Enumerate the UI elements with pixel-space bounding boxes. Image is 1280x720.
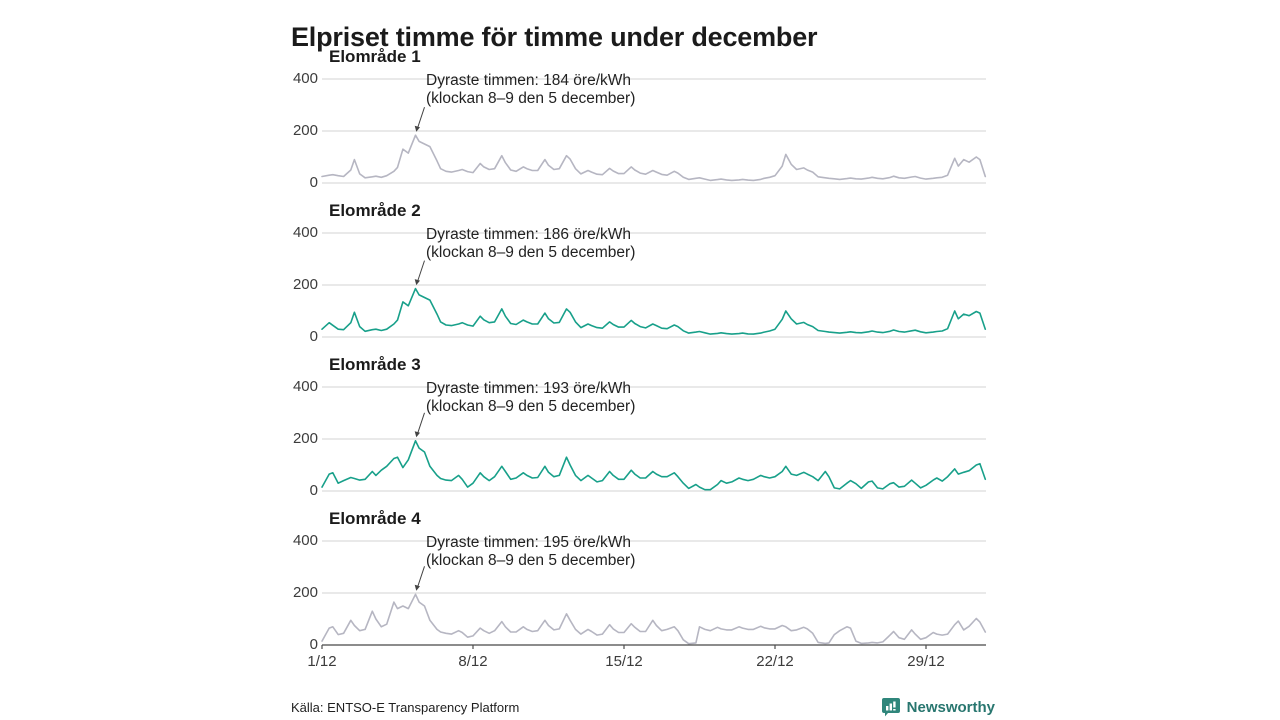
- y-tick-label: 0: [309, 174, 318, 191]
- annotation-line2: (klockan 8–9 den 5 december): [426, 244, 636, 261]
- chart-title: Elområde 4: [329, 509, 421, 528]
- annotation-line1: Dyraste timmen: 184 öre/kWh: [426, 72, 632, 89]
- annotation-line2: (klockan 8–9 den 5 december): [426, 552, 636, 569]
- y-axis-labels: 400 200 0: [281, 378, 322, 499]
- chart-title: Elområde 3: [329, 355, 421, 374]
- y-axis-labels: 400 200 0: [281, 532, 322, 653]
- source-credit: Källa: ENTSO-E Transparency Platform: [291, 699, 520, 715]
- y-tick-label: 0: [309, 636, 318, 653]
- chart-title: Elområde 1: [329, 47, 421, 66]
- line-chart-plot: Dyraste timmen: 193 öre/kWh (klockan 8–9…: [321, 379, 987, 495]
- y-tick-label: 200: [292, 584, 318, 601]
- y-tick-label: 400: [292, 224, 318, 241]
- small-multiples-charts: Elområde 1 400 200 0 Dyraste timmen: 184…: [281, 46, 991, 686]
- peak-annotation: Dyraste timmen: 195 öre/kWh (klockan 8–9…: [426, 534, 635, 570]
- annotation-line2: (klockan 8–9 den 5 december): [426, 398, 636, 415]
- brand-name: Newsworthy: [906, 698, 995, 716]
- line-chart-svg: [321, 386, 987, 492]
- y-tick-label: 0: [309, 328, 318, 345]
- chart-block-elomrade-1: Elområde 1 400 200 0 Dyraste timmen: 184…: [281, 46, 991, 191]
- x-axis-labels: 1/12 8/12 15/12 22/12 29/12: [307, 653, 986, 673]
- y-tick-label: 400: [292, 70, 318, 87]
- line-chart-svg: [321, 78, 987, 184]
- peak-annotation: Dyraste timmen: 193 öre/kWh (klockan 8–9…: [426, 380, 635, 416]
- y-axis-labels: 400 200 0: [281, 70, 322, 191]
- y-tick-label: 400: [292, 378, 318, 395]
- annotation-line1: Dyraste timmen: 193 öre/kWh: [426, 380, 632, 397]
- y-tick-label: 200: [292, 430, 318, 447]
- y-axis-labels: 400 200 0: [281, 224, 322, 345]
- x-tick-label: 8/12: [458, 653, 488, 670]
- x-tick-label: 15/12: [605, 653, 643, 670]
- annotation-line2: (klockan 8–9 den 5 december): [426, 90, 636, 107]
- chart-title: Elområde 2: [329, 201, 421, 220]
- chart-block-elomrade-3: Elområde 3 400 200 0 Dyraste timmen: 193…: [281, 354, 991, 499]
- y-tick-label: 200: [292, 122, 318, 139]
- brand-lockup: Newsworthy: [881, 697, 995, 717]
- line-chart-plot: Dyraste timmen: 195 öre/kWh (klockan 8–9…: [321, 533, 987, 649]
- chart-block-elomrade-4: Elområde 4 400 200 0 Dyraste timmen: 195…: [281, 508, 991, 673]
- y-tick-label: 0: [309, 482, 318, 499]
- annotation-line1: Dyraste timmen: 195 öre/kWh: [426, 534, 632, 551]
- bar-chart-bubble-icon: [881, 698, 900, 717]
- peak-annotation: Dyraste timmen: 186 öre/kWh (klockan 8–9…: [426, 226, 635, 262]
- x-tick-label: 22/12: [756, 653, 794, 670]
- chart-block-elomrade-2: Elområde 2 400 200 0 Dyraste timmen: 186…: [281, 200, 991, 345]
- line-chart-plot: Dyraste timmen: 186 öre/kWh (klockan 8–9…: [321, 225, 987, 341]
- x-tick-label: 1/12: [307, 653, 337, 670]
- line-chart-svg: [321, 232, 987, 338]
- line-chart-svg: [321, 540, 987, 649]
- y-tick-label: 400: [292, 532, 318, 549]
- page-title: Elpriset timme för timme under december: [291, 22, 818, 53]
- y-tick-label: 200: [292, 276, 318, 293]
- footer: Källa: ENTSO-E Transparency Platform New…: [291, 697, 995, 717]
- x-tick-label: 29/12: [907, 653, 945, 670]
- line-chart-plot: Dyraste timmen: 184 öre/kWh (klockan 8–9…: [321, 71, 987, 187]
- peak-annotation: Dyraste timmen: 184 öre/kWh (klockan 8–9…: [426, 72, 635, 108]
- annotation-line1: Dyraste timmen: 186 öre/kWh: [426, 226, 632, 243]
